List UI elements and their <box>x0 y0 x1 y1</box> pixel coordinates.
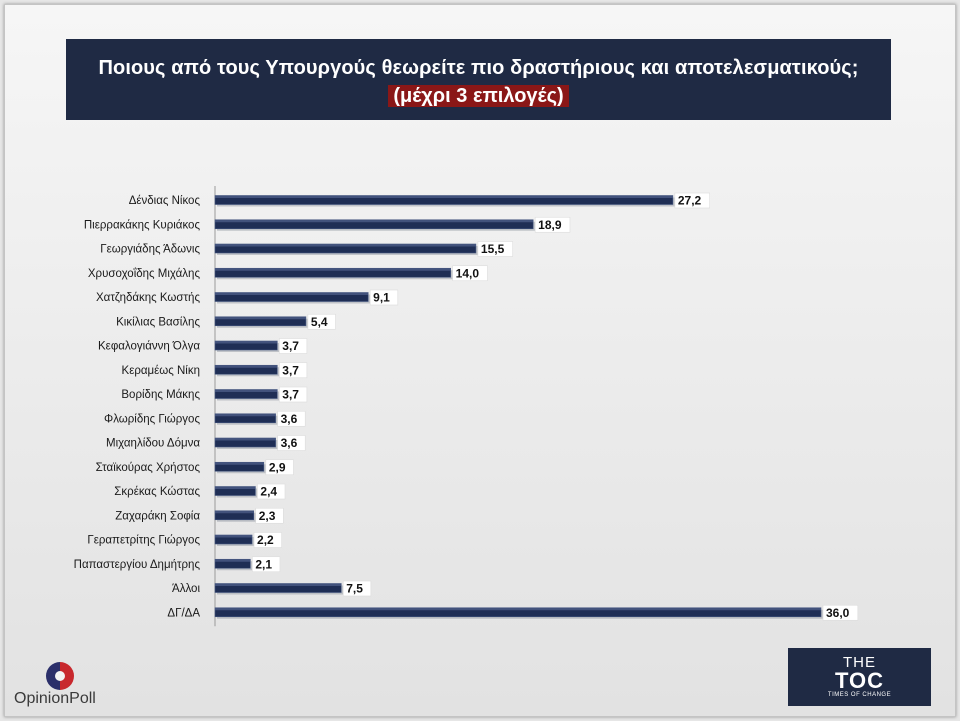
value-label: 36,0 <box>826 606 850 620</box>
value-label-box <box>452 265 488 282</box>
category-label: ΔΓ/ΔΑ <box>167 607 200 619</box>
bar-highlight <box>215 292 369 295</box>
value-label-box <box>674 192 710 209</box>
value-label-box <box>253 532 282 548</box>
value-label: 14,0 <box>456 266 480 280</box>
opinionpoll-logo: OpinionPoll <box>14 660 124 710</box>
value-label: 27,2 <box>678 194 702 208</box>
category-label: Μιχαηλίδου Δόμνα <box>106 438 200 450</box>
category-label: Βορίδης Μάκης <box>121 389 200 401</box>
bar-highlight <box>215 268 451 271</box>
chart-subtitle-highlight: (μέχρι 3 επιλογές) <box>388 85 569 107</box>
bar-highlight <box>215 486 256 489</box>
category-label: Χρυσοχοΐδης Μιχάλης <box>88 268 201 280</box>
value-label-box <box>369 289 399 306</box>
bar-highlight <box>215 244 476 247</box>
category-label: Κεφαλογιάννη Όλγα <box>98 341 200 353</box>
bar-highlight <box>215 583 342 586</box>
category-label: Γεωργιάδης Άδωνις <box>100 244 200 256</box>
value-label: 2,4 <box>260 485 277 499</box>
value-label: 2,1 <box>255 557 272 571</box>
bar-highlight <box>215 195 673 198</box>
category-label: Ζαχαράκη Σοφία <box>115 510 200 522</box>
opinionpoll-logo-text: OpinionPoll <box>14 690 96 707</box>
the-toc-logo: THE TOC TIMES OF CHANGE <box>788 648 931 706</box>
value-label-box <box>255 507 284 524</box>
title-banner: Ποιους από τους Υπουργούς θεωρείτε πιο δ… <box>66 39 891 120</box>
value-label: 2,2 <box>257 533 274 547</box>
bar-highlight <box>215 341 278 344</box>
value-label-box <box>278 386 308 403</box>
value-label: 3,7 <box>282 388 299 402</box>
value-label: 5,4 <box>311 315 328 329</box>
value-label: 9,1 <box>373 291 390 305</box>
category-label: Χατζηδάκης Κωστής <box>96 292 200 304</box>
opinionpoll-logo-icon <box>46 662 74 690</box>
bar-highlight <box>215 365 278 368</box>
value-label-box <box>277 435 306 451</box>
bar-highlight <box>215 510 254 514</box>
bar-highlight <box>215 438 276 441</box>
slide-frame <box>4 4 956 717</box>
value-label-box <box>252 556 281 573</box>
value-label: 15,5 <box>481 242 505 256</box>
value-label-box <box>822 604 859 621</box>
bar-highlight <box>215 316 306 320</box>
value-label-box <box>307 313 336 330</box>
value-label-box <box>277 410 306 427</box>
bar-highlight <box>215 389 278 392</box>
category-label: Παπαστεργίου Δημήτρης <box>74 559 201 571</box>
value-label: 3,7 <box>282 339 299 353</box>
the-toc-logo-sub: TIMES OF CHANGE <box>827 692 892 698</box>
value-label-box <box>342 580 372 597</box>
category-label: Πιερρακάκης Κυριάκος <box>84 219 201 231</box>
bar-highlight <box>215 219 534 223</box>
value-label-box <box>265 459 294 476</box>
value-label-box <box>534 216 571 233</box>
category-label: Άλλοι <box>172 583 200 595</box>
value-label-box <box>278 338 308 354</box>
category-label: Σκρέκας Κώστας <box>114 486 200 498</box>
value-label-box <box>278 362 308 379</box>
value-label: 3,6 <box>281 436 298 450</box>
value-label: 2,9 <box>269 460 286 474</box>
category-label: Δένδιας Νίκος <box>129 195 201 207</box>
chart-subtitle: (μέχρι 3 επιλογές) <box>66 85 891 108</box>
the-toc-logo-main: TOC <box>834 668 885 693</box>
value-label: 3,6 <box>281 412 298 426</box>
category-label: Φλωρίδης Γιώργος <box>104 413 200 425</box>
category-label: Κεραμέως Νίκη <box>122 365 200 377</box>
value-label: 3,7 <box>282 363 299 377</box>
value-label: 18,9 <box>538 218 562 232</box>
category-label: Γεραπετρίτης Γιώργος <box>87 535 200 547</box>
bar-highlight <box>215 462 264 465</box>
bar-highlight <box>215 413 276 417</box>
value-label: 2,3 <box>259 509 276 523</box>
bar-highlight <box>215 607 821 611</box>
category-label: Σταϊκούρας Χρήστος <box>96 462 201 474</box>
bar-highlight <box>215 559 251 562</box>
the-toc-logo-the: THE <box>843 654 876 671</box>
bar-highlight <box>215 535 253 538</box>
chart-title: Ποιους από τους Υπουργούς θεωρείτε πιο δ… <box>98 57 859 79</box>
value-label-box <box>257 483 286 500</box>
category-label: Κικίλιας Βασίλης <box>116 316 200 328</box>
value-label-box <box>477 241 514 257</box>
value-label: 7,5 <box>346 582 363 596</box>
